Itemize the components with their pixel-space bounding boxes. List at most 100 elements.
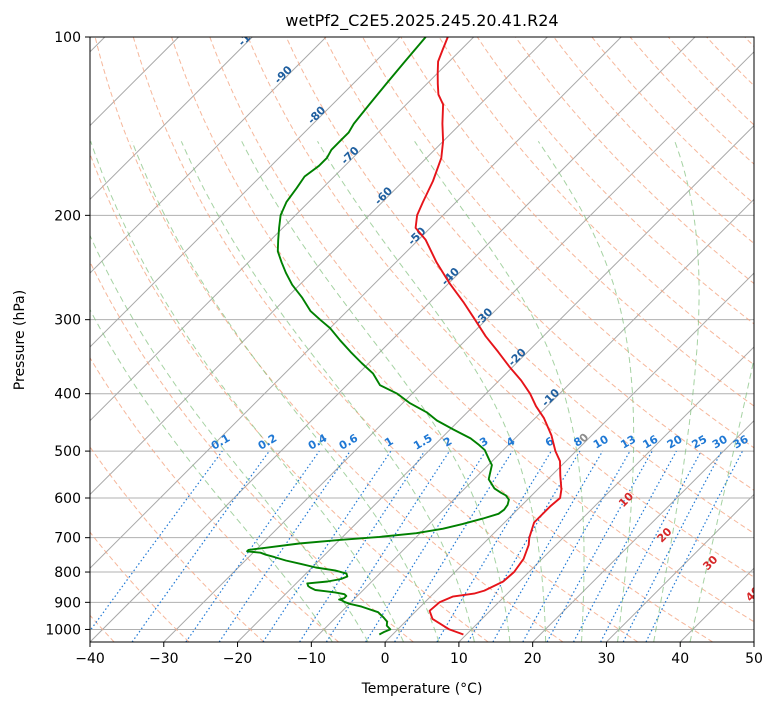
axis-ticks: −40 −30 −20 −10 0 10 20 30 40 50 100 200 300 400 500 60… (45, 30, 763, 667)
isotherm-line (458, 346, 754, 642)
dewpoint-profile (246, 37, 510, 636)
mixing-ratio-label: 2 (441, 435, 454, 450)
theta-e-label: 20 (655, 525, 675, 545)
mixing-ratio-line (365, 450, 487, 642)
x-tick-label: 10 (450, 651, 468, 667)
moist-adiabat (131, 141, 440, 642)
mixing-ratio-label: 20 (665, 432, 685, 451)
dry-adiabat (629, 37, 754, 165)
isotherm-line (90, 37, 475, 422)
dry-adiabat (400, 37, 754, 407)
mixing-ratio-label: 30 (710, 432, 730, 451)
mixing-ratio-label: 3 (477, 435, 490, 450)
x-tick-label: 40 (671, 651, 689, 667)
dry-adiabat (667, 37, 754, 126)
isotherm-line (90, 37, 696, 642)
dry-adiabat (90, 260, 414, 642)
y-tick-label: 600 (54, 491, 81, 507)
isotherm-line (90, 37, 548, 496)
dry-adiabat (90, 152, 489, 642)
y-axis-label: Pressure (hPa) (12, 290, 28, 390)
mixing-ratio-line (299, 450, 426, 642)
isotherm-line (163, 51, 754, 642)
isotherm-line (90, 37, 622, 569)
mixing-ratio-line (394, 450, 513, 642)
isotherm-line (237, 124, 754, 642)
isotherm-line (384, 272, 754, 642)
dry-adiabat (171, 37, 713, 642)
mixing-ratio-line (492, 450, 604, 642)
mixing-ratio-label: 10 (591, 432, 611, 451)
mixing-ratio-line (572, 450, 677, 642)
mixing-ratio-line (546, 450, 653, 642)
plot-frame (89, 36, 755, 643)
x-tick-label: 50 (745, 651, 763, 667)
moist-adiabat (241, 141, 511, 642)
x-axis-label: Temperature (°C) (361, 681, 483, 697)
moist-adiabat (90, 234, 369, 642)
mixing-ratio-line (90, 450, 223, 632)
mixing-ratio-label: 16 (641, 432, 661, 451)
isotherm-line (679, 567, 754, 642)
isotherm-line (90, 37, 253, 201)
chart-title: wetPf2_C2E5.2025.245.20.41.R24 (285, 11, 558, 31)
mixing-ratio-line (600, 450, 702, 642)
moist-adiabat (90, 141, 404, 642)
theta-e-label: 40 (743, 584, 763, 604)
moist-adiabat (180, 141, 475, 642)
x-tick-label: 30 (598, 651, 616, 667)
dry-adiabat (591, 37, 754, 205)
mixing-ratio-label: 36 (731, 432, 751, 451)
isotherm-line (310, 198, 754, 642)
mixing-ratio-label: 0.2 (256, 432, 279, 453)
dry-adiabat (323, 37, 754, 491)
x-tick-label: −30 (149, 651, 179, 667)
dry-adiabat (438, 37, 754, 366)
dry-adiabat (706, 37, 754, 87)
mixing-ratio-line (218, 450, 351, 642)
mixing-ratio-label: 1.5 (411, 432, 434, 453)
mixing-ratio-line (622, 450, 723, 642)
temperature-profile (414, 37, 563, 636)
moist-adiabat (317, 141, 547, 642)
x-tick-label: 20 (524, 651, 542, 667)
theta-e-label: 30 (700, 553, 720, 573)
y-tick-label: 900 (54, 595, 81, 611)
plot-area: 0.1 0.2 0.4 0.6 1 1.5 2 3 4 6 8 10 13 16 20 25 30 36-100-… (90, 20, 763, 642)
mixing-ratio-label: 1 (383, 435, 396, 450)
isotherm-line (90, 37, 327, 274)
dry-adiabat (209, 37, 754, 623)
isotherm-label: -10 (539, 386, 562, 409)
isotherm-line (90, 37, 401, 348)
isotherm-label: -70 (338, 144, 361, 167)
isotherm-label: -100 (236, 20, 265, 49)
dry-adiabat (553, 37, 754, 245)
moist-adiabat (90, 308, 333, 642)
mixing-ratio-line (131, 450, 270, 642)
mixing-ratio-line (522, 450, 631, 642)
y-tick-label: 1000 (45, 622, 81, 638)
y-tick-label: 100 (54, 30, 81, 46)
mixing-ratio-label: 25 (690, 433, 710, 452)
dry-adiabat (744, 37, 754, 48)
y-tick-label: 700 (54, 531, 81, 547)
x-tick-label: −10 (297, 651, 327, 667)
x-tick-label: −40 (75, 651, 105, 667)
y-tick-label: 200 (54, 208, 81, 224)
theta-e-label: 10 (616, 490, 636, 510)
mixing-ratio-line (185, 450, 320, 642)
y-tick-label: 500 (54, 444, 81, 460)
isotherm-line (606, 493, 754, 642)
mixing-ratio-label: 0.1 (209, 432, 232, 453)
y-tick-label: 300 (54, 313, 81, 329)
isotherm-label: -80 (305, 103, 328, 126)
dry-adiabat (90, 356, 339, 642)
isotherm-label: -50 (405, 224, 428, 247)
mixing-ratio-label: 13 (618, 433, 638, 452)
dry-adiabat (362, 37, 754, 449)
dry-adiabat (132, 37, 639, 642)
moist-adiabat (653, 141, 700, 642)
moist-adiabat (689, 356, 754, 642)
x-tick-label: −20 (223, 651, 253, 667)
